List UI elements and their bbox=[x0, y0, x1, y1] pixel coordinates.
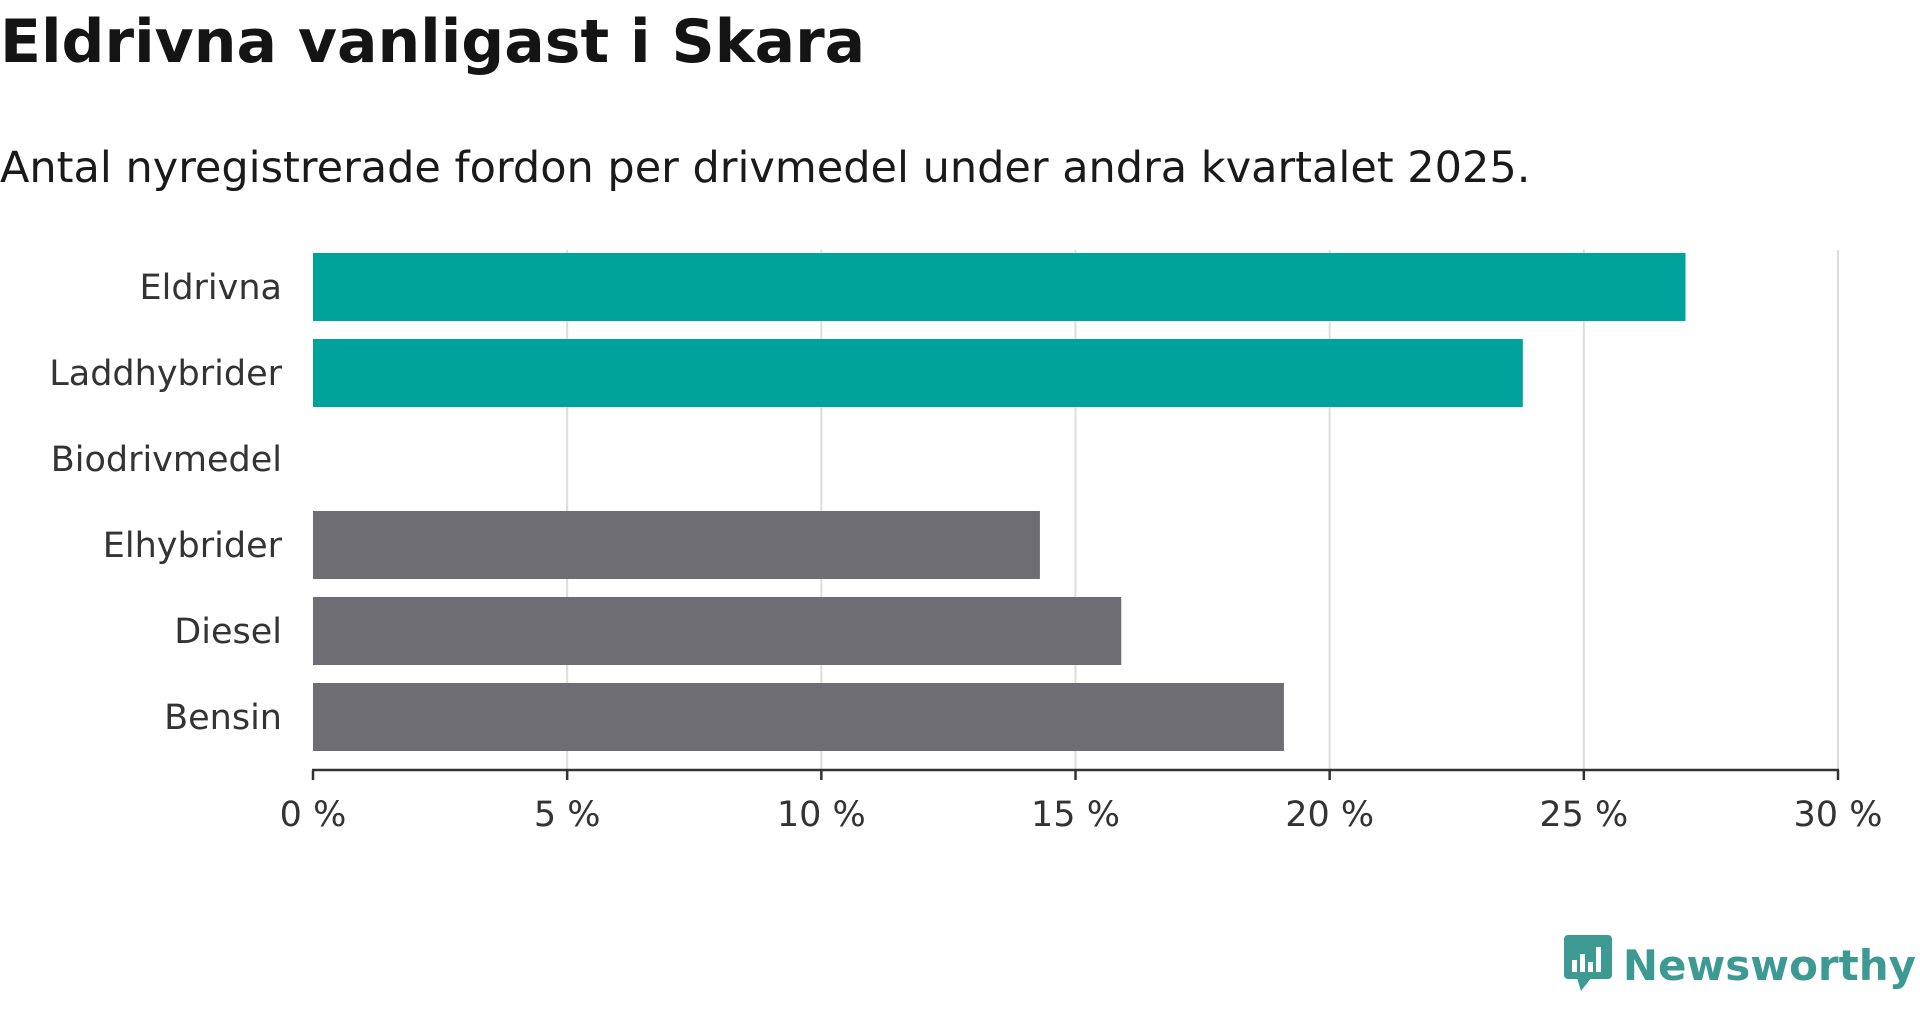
bar-laddhybrider bbox=[313, 339, 1523, 407]
bar-diesel bbox=[313, 597, 1122, 665]
category-label: Bensin bbox=[164, 698, 282, 738]
x-axis: 0 % 5 % 10 % 15 % 20 % 25 % 30 % bbox=[280, 768, 1883, 835]
bars bbox=[313, 253, 1686, 751]
x-tick-label: 10 % bbox=[777, 795, 866, 835]
bar-bensin bbox=[313, 683, 1284, 751]
chart-title: Eldrivna vanligast i Skara bbox=[0, 7, 866, 77]
category-labels: Eldrivna Laddhybrider Biodrivmedel Elhybrid… bbox=[49, 268, 282, 738]
brand-logo: Newsworthy bbox=[1563, 934, 1916, 996]
x-tick-label: 0 % bbox=[280, 795, 347, 835]
x-tick-label: 5 % bbox=[534, 795, 601, 835]
category-label: Eldrivna bbox=[139, 268, 282, 308]
bar-chart-speech-bubble-icon bbox=[1563, 934, 1613, 996]
category-label: Diesel bbox=[174, 612, 282, 652]
brand-name: Newsworthy bbox=[1622, 940, 1916, 990]
category-label: Elhybrider bbox=[103, 526, 283, 566]
x-tick-label: 15 % bbox=[1031, 795, 1120, 835]
category-label: Laddhybrider bbox=[49, 354, 282, 394]
x-tick-label: 20 % bbox=[1285, 795, 1374, 835]
bar-elhybrider bbox=[313, 511, 1040, 579]
category-label: Biodrivmedel bbox=[51, 440, 282, 480]
x-tick-label: 30 % bbox=[1794, 795, 1883, 835]
x-tick-label: 25 % bbox=[1539, 795, 1628, 835]
bar-chart: Eldrivna Laddhybrider Biodrivmedel Elhybrid… bbox=[49, 250, 1883, 835]
bar-eldrivna bbox=[313, 253, 1686, 321]
chart-subtitle: Antal nyregistrerade fordon per drivmede… bbox=[0, 143, 1531, 193]
